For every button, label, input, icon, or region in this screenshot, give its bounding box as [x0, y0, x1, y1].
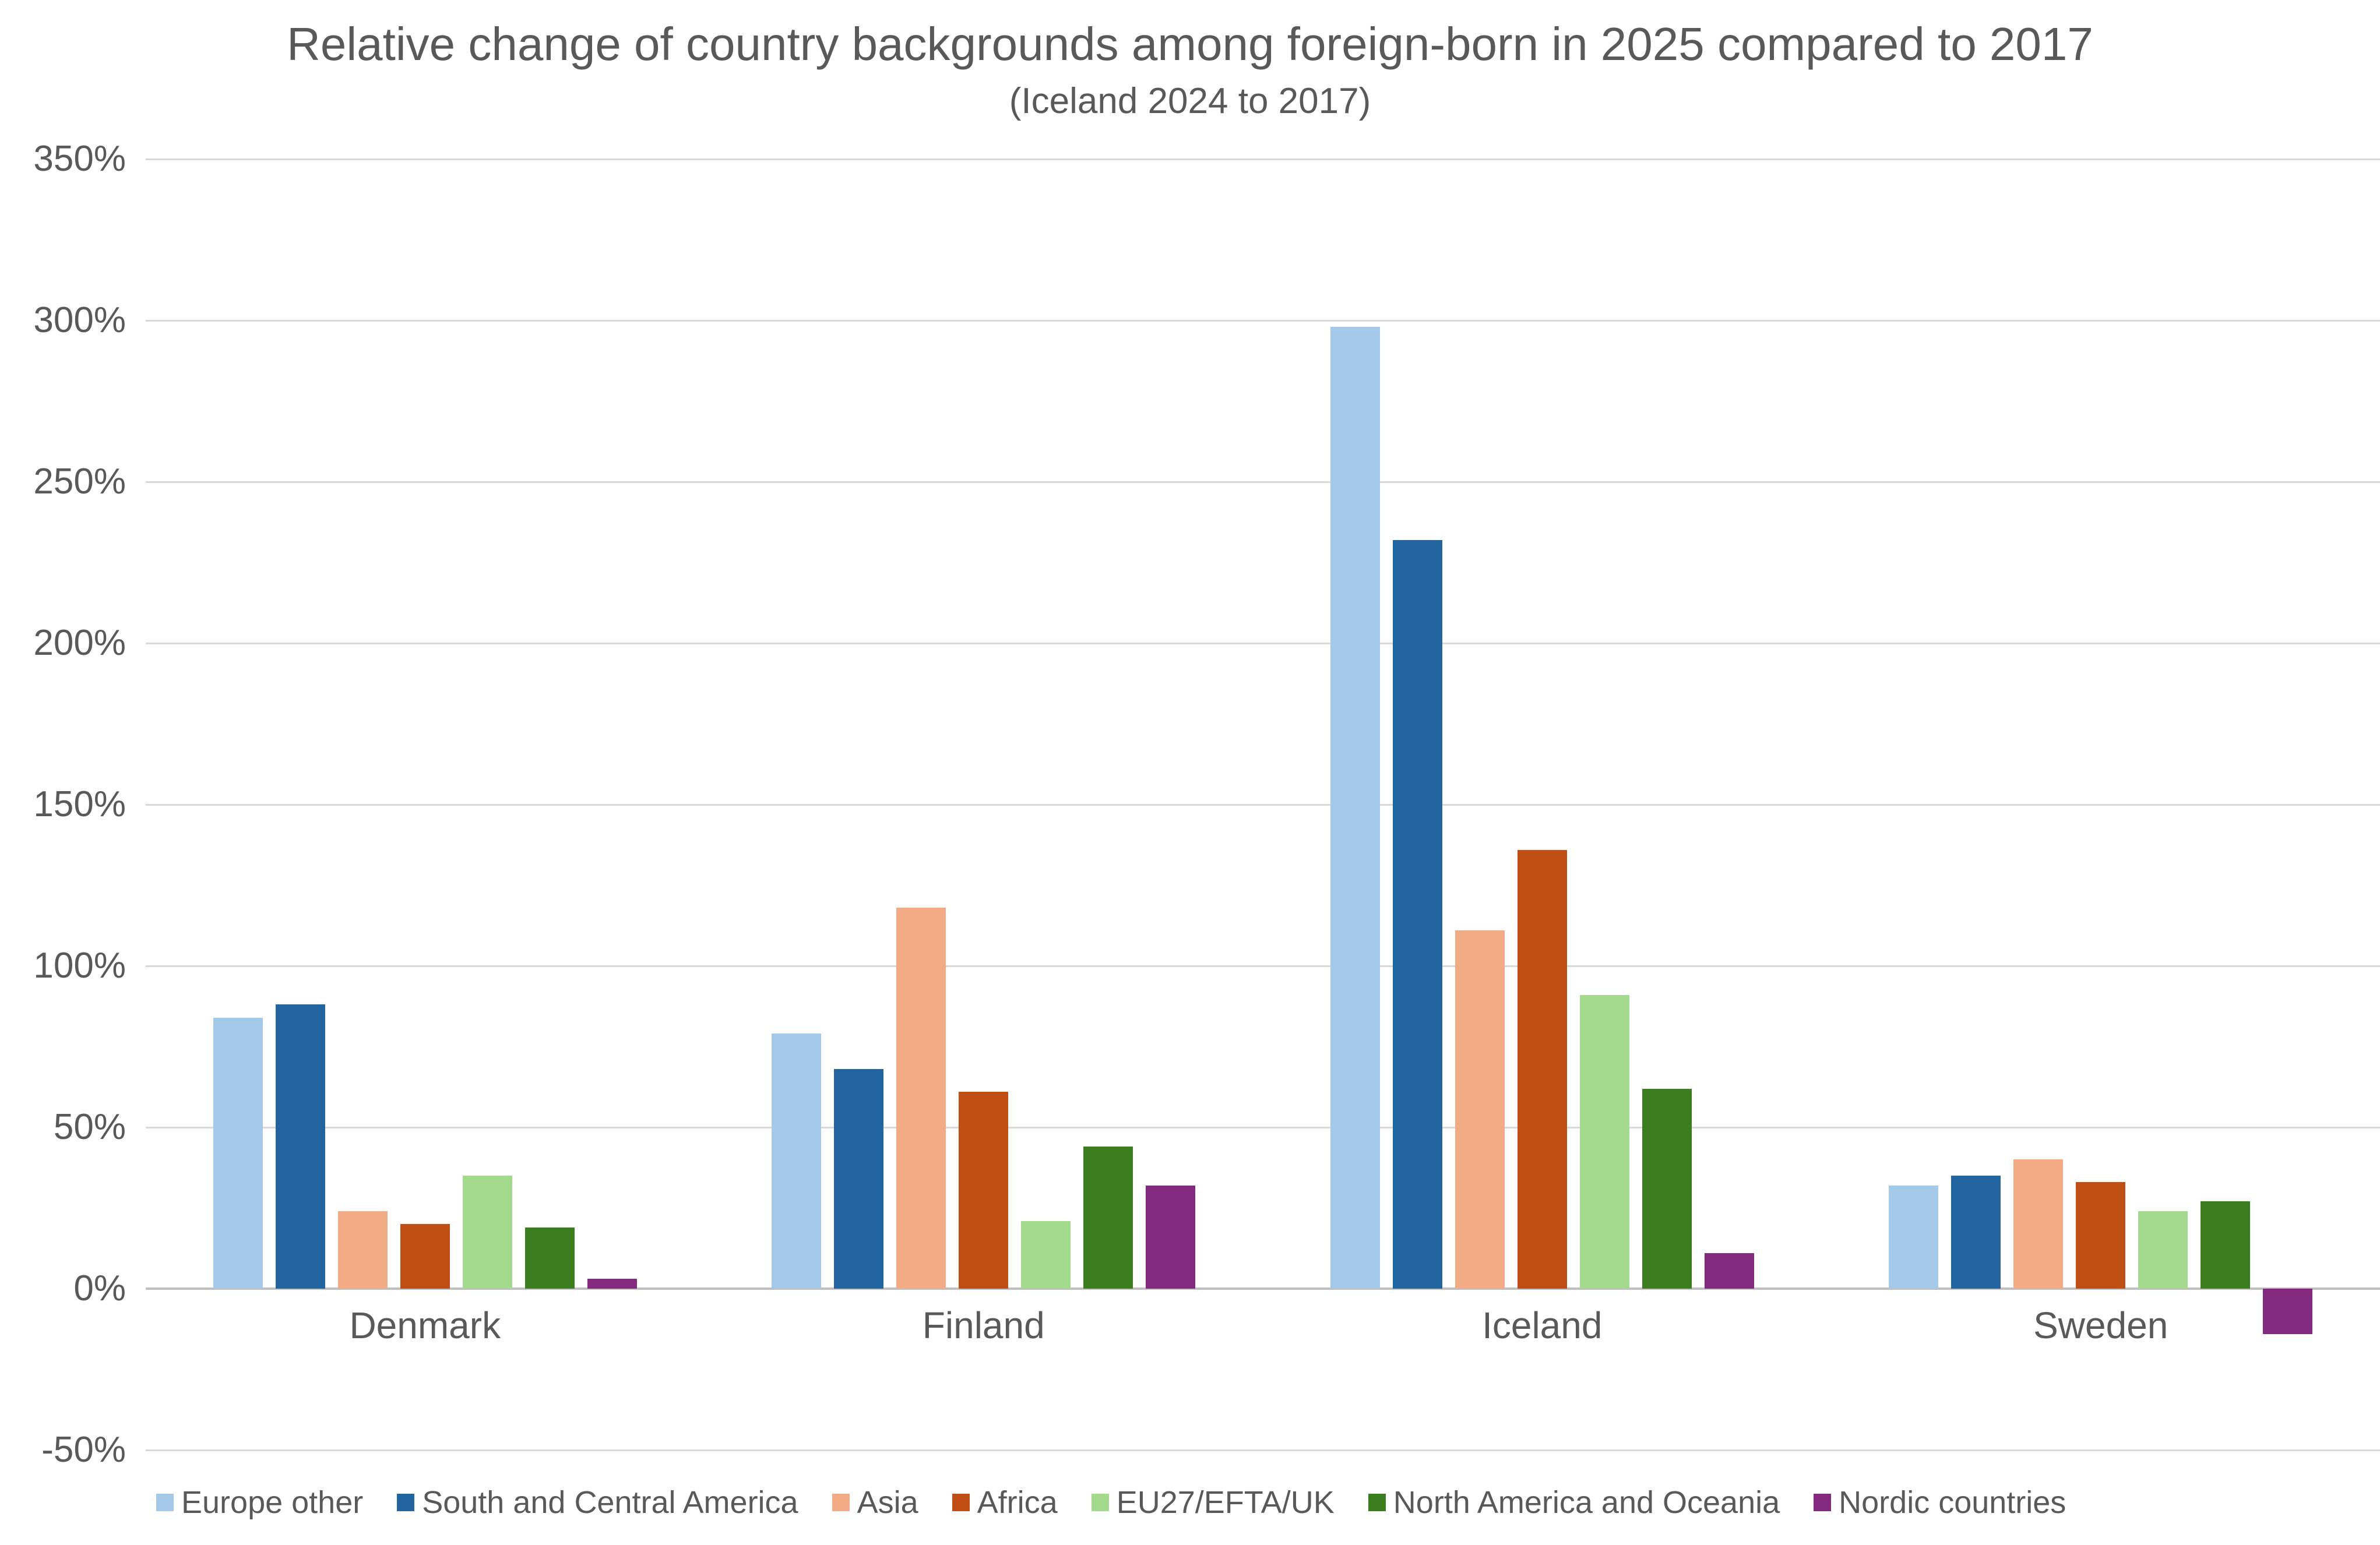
bar-africa-finland — [959, 1092, 1009, 1289]
legend-item-asia: Asia — [832, 1484, 918, 1521]
y-axis-label: 200% — [33, 623, 126, 663]
bar-nordic-countries-sweden — [2263, 1289, 2313, 1334]
legend-swatch-icon — [952, 1494, 970, 1511]
bar-eu27-efta-uk-iceland — [1579, 994, 1629, 1289]
bar-nordic-countries-finland — [1146, 1185, 1196, 1289]
bar-europe-other-sweden — [1889, 1185, 1939, 1289]
bar-eu27-efta-uk-sweden — [2138, 1211, 2188, 1289]
gridline — [146, 804, 2380, 806]
chart-title: Relative change of country backgrounds a… — [287, 18, 2093, 70]
legend-label: North America and Oceania — [1393, 1485, 1780, 1520]
y-axis-label: 0% — [73, 1268, 126, 1308]
category-label: Denmark — [349, 1304, 501, 1346]
y-axis-label: 100% — [33, 946, 126, 986]
y-axis-label: 350% — [33, 139, 126, 179]
gridline — [146, 965, 2380, 967]
legend-swatch-icon — [1368, 1494, 1386, 1511]
bar-south-and-central-america-denmark — [275, 1004, 325, 1289]
gridline — [146, 1449, 2380, 1451]
bar-north-america-and-oceania-finland — [1083, 1147, 1133, 1289]
gridline — [146, 320, 2380, 322]
legend-item-nordic-countries: Nordic countries — [1814, 1484, 2066, 1521]
category-label: Finland — [922, 1304, 1045, 1346]
bar-north-america-and-oceania-sweden — [2201, 1201, 2251, 1289]
bar-europe-other-denmark — [213, 1017, 263, 1289]
legend-item-eu27-efta-uk: EU27/EFTA/UK — [1091, 1484, 1335, 1521]
bar-africa-denmark — [400, 1224, 450, 1289]
legend-label: Europe other — [181, 1485, 364, 1520]
legend-label: EU27/EFTA/UK — [1116, 1485, 1335, 1520]
legend-item-europe-other: Europe other — [156, 1484, 363, 1521]
legend-label: Asia — [857, 1485, 918, 1520]
bar-north-america-and-oceania-denmark — [524, 1227, 575, 1289]
bar-asia-denmark — [337, 1211, 388, 1289]
bar-europe-other-finland — [772, 1033, 822, 1289]
legend-label: Nordic countries — [1839, 1485, 2066, 1520]
legend-swatch-icon — [397, 1494, 415, 1511]
bar-south-and-central-america-sweden — [1951, 1176, 2001, 1289]
y-axis-label: 250% — [33, 461, 126, 502]
bar-asia-sweden — [2013, 1159, 2064, 1289]
bar-africa-iceland — [1517, 849, 1567, 1289]
legend-item-africa: Africa — [952, 1484, 1058, 1521]
x-axis-line — [146, 1288, 2380, 1290]
y-axis-label: 50% — [53, 1107, 126, 1147]
bar-eu27-efta-uk-denmark — [462, 1176, 512, 1289]
legend-swatch-icon — [156, 1494, 174, 1511]
legend-label: South and Central America — [422, 1485, 798, 1520]
category-label: Sweden — [2033, 1304, 2168, 1346]
bar-nordic-countries-iceland — [1704, 1253, 1754, 1289]
bar-asia-finland — [896, 908, 946, 1289]
legend-swatch-icon — [1091, 1494, 1109, 1511]
y-axis-label: 300% — [33, 300, 126, 340]
bar-eu27-efta-uk-finland — [1021, 1221, 1071, 1289]
legend-swatch-icon — [1814, 1494, 1832, 1511]
bar-nordic-countries-denmark — [587, 1279, 637, 1289]
legend-swatch-icon — [832, 1494, 850, 1511]
bar-south-and-central-america-finland — [834, 1069, 884, 1289]
y-axis-label: 150% — [33, 784, 126, 824]
chart-subtitle: (Iceland 2024 to 2017) — [1009, 81, 1371, 121]
gridline — [146, 1127, 2380, 1128]
y-axis-label: -50% — [41, 1430, 126, 1470]
bar-south-and-central-america-iceland — [1392, 539, 1442, 1289]
bar-europe-other-iceland — [1330, 327, 1380, 1289]
legend: Europe other South and Central America Asi… — [156, 1484, 2066, 1521]
bar-africa-sweden — [2076, 1182, 2126, 1289]
bar-asia-iceland — [1455, 930, 1505, 1289]
gridline — [146, 158, 2380, 160]
gridline — [146, 643, 2380, 644]
legend-item-north-america-and-oceania: North America and Oceania — [1368, 1484, 1780, 1521]
gridline — [146, 481, 2380, 483]
legend-label: Africa — [977, 1485, 1058, 1520]
legend-item-south-and-central-america: South and Central America — [397, 1484, 798, 1521]
bar-north-america-and-oceania-iceland — [1642, 1088, 1692, 1289]
category-label: Iceland — [1482, 1304, 1603, 1346]
